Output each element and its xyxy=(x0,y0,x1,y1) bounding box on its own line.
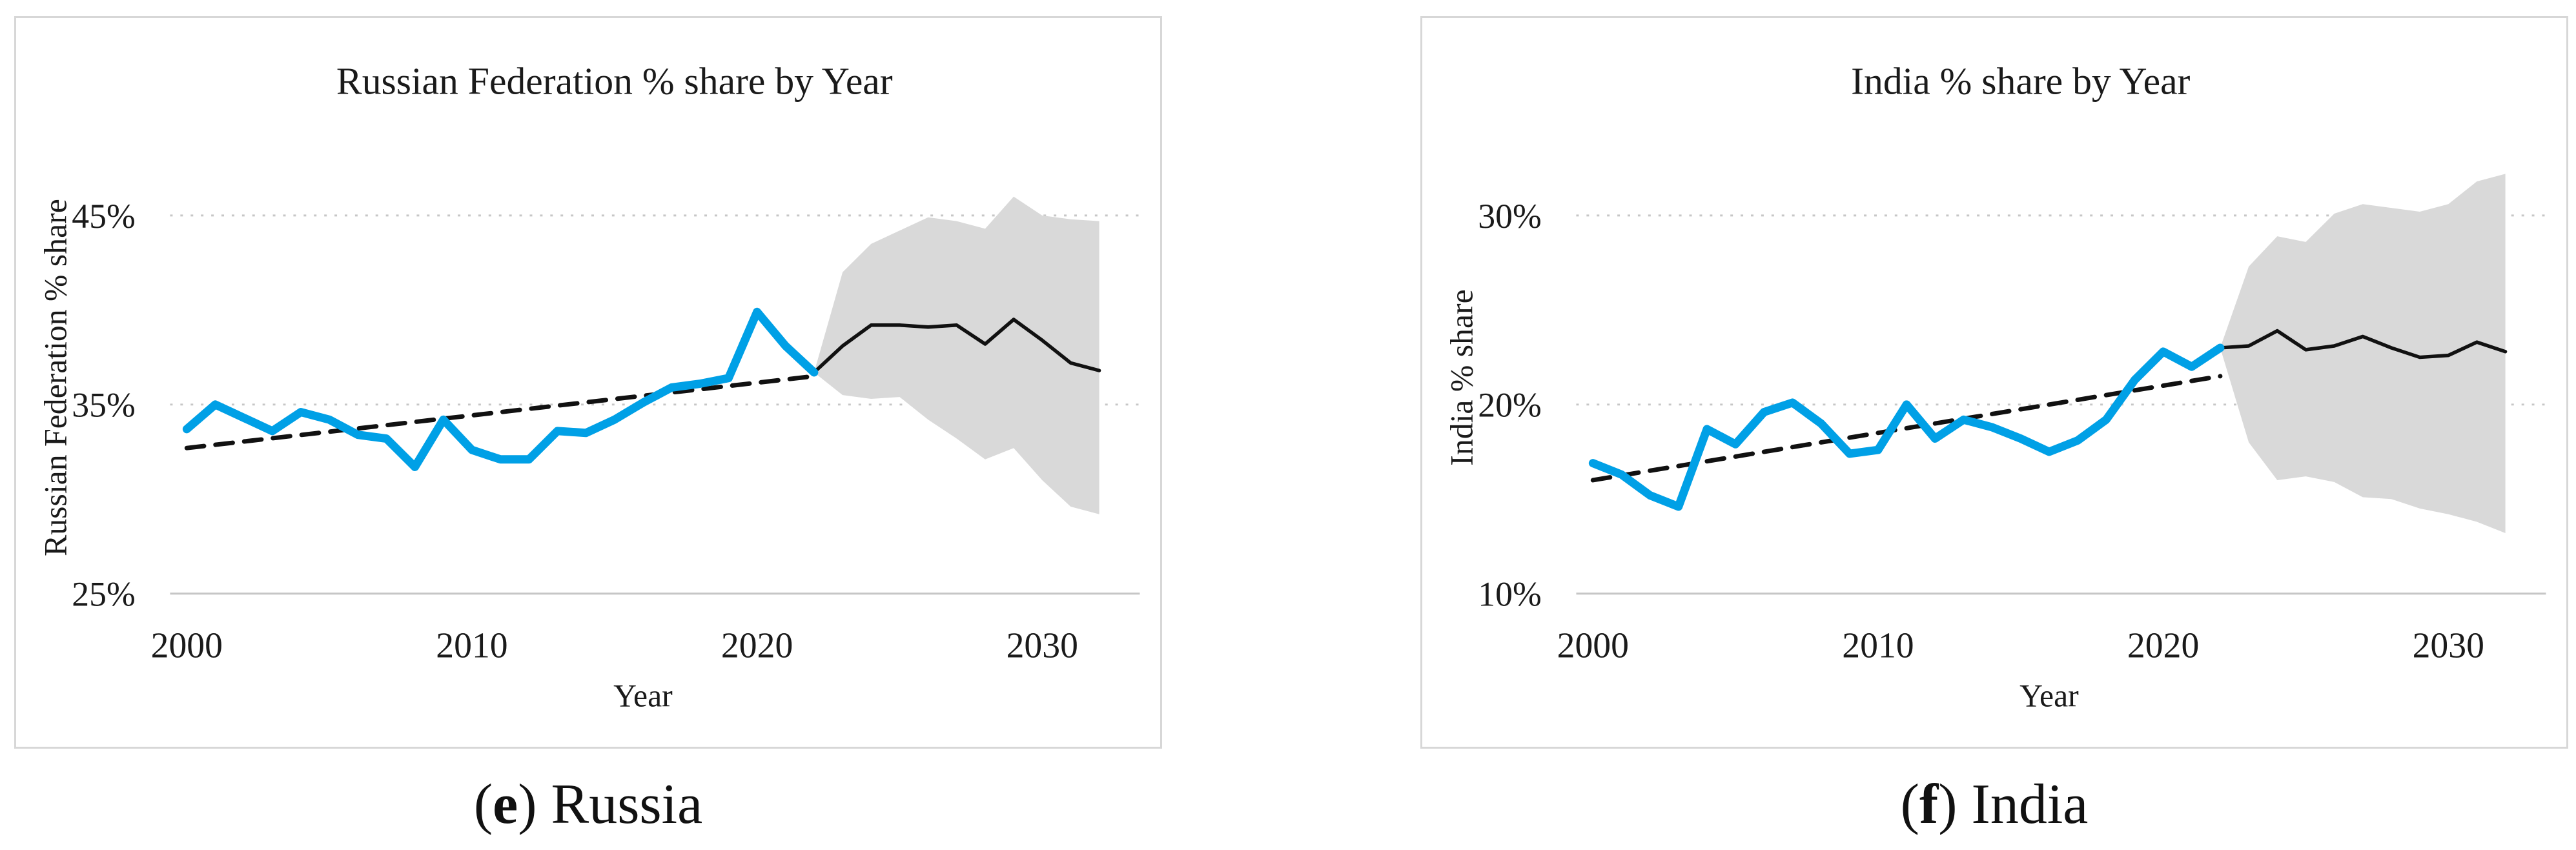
x-tick-label-2010: 2010 xyxy=(1842,626,1914,666)
x-tick-label-2000: 2000 xyxy=(1557,626,1629,666)
caption-open-paren: ( xyxy=(473,773,493,836)
india-chart: 30% 20% 10% 2000 2010 2020 2030 India % share b… xyxy=(1444,59,2546,713)
chart-title: India % share by Year xyxy=(1851,59,2190,102)
series-forecast xyxy=(2218,329,2508,359)
series-confidence-band xyxy=(813,196,1099,514)
y-tick-label-20%: 20% xyxy=(1478,386,1541,425)
y-axis-label: Russian Federation % share xyxy=(37,199,73,556)
russia-chart-panel: 45% 35% 25% 2000 2010 2020 2030 Russian Federat… xyxy=(14,16,1162,749)
x-tick-label-2030: 2030 xyxy=(2413,626,2484,666)
x-tick-label-2020: 2020 xyxy=(721,626,793,666)
y-tick-label-10%: 10% xyxy=(1478,575,1541,614)
caption-russia-text: ) Russia xyxy=(518,773,703,836)
caption-india-text: ) India xyxy=(1938,773,2089,836)
x-axis-label: Year xyxy=(2019,678,2079,713)
caption-india: (f) India xyxy=(1420,772,2568,837)
chart-title: Russian Federation % share by Year xyxy=(336,59,893,102)
y-axis-label: India % share xyxy=(1444,289,1479,465)
y-tick-label-35%: 35% xyxy=(72,386,135,425)
series-historical xyxy=(182,307,819,471)
russia-chart: 45% 35% 25% 2000 2010 2020 2030 Russian Federat… xyxy=(37,59,1140,713)
y-tick-label-25%: 25% xyxy=(72,575,135,614)
x-tick-label-2000: 2000 xyxy=(151,626,223,666)
x-tick-label-2010: 2010 xyxy=(436,626,507,666)
y-tick-label-45%: 45% xyxy=(72,197,135,236)
series-confidence-band xyxy=(2220,174,2506,534)
caption-letter-f: f xyxy=(1919,773,1939,836)
x-tick-label-2030: 2030 xyxy=(1007,626,1078,666)
x-axis-label: Year xyxy=(613,678,673,713)
y-tick-label-30%: 30% xyxy=(1478,197,1541,236)
caption-open-paren: ( xyxy=(1900,773,1919,836)
x-tick-label-2020: 2020 xyxy=(2127,626,2199,666)
series-historical xyxy=(1588,343,2225,511)
caption-letter-e: e xyxy=(493,773,518,836)
caption-russia: (e) Russia xyxy=(14,772,1162,837)
series-trend xyxy=(184,374,817,450)
india-chart-panel: 30% 20% 10% 2000 2010 2020 2030 India % share b… xyxy=(1420,16,2568,749)
series-forecast xyxy=(812,318,1101,374)
